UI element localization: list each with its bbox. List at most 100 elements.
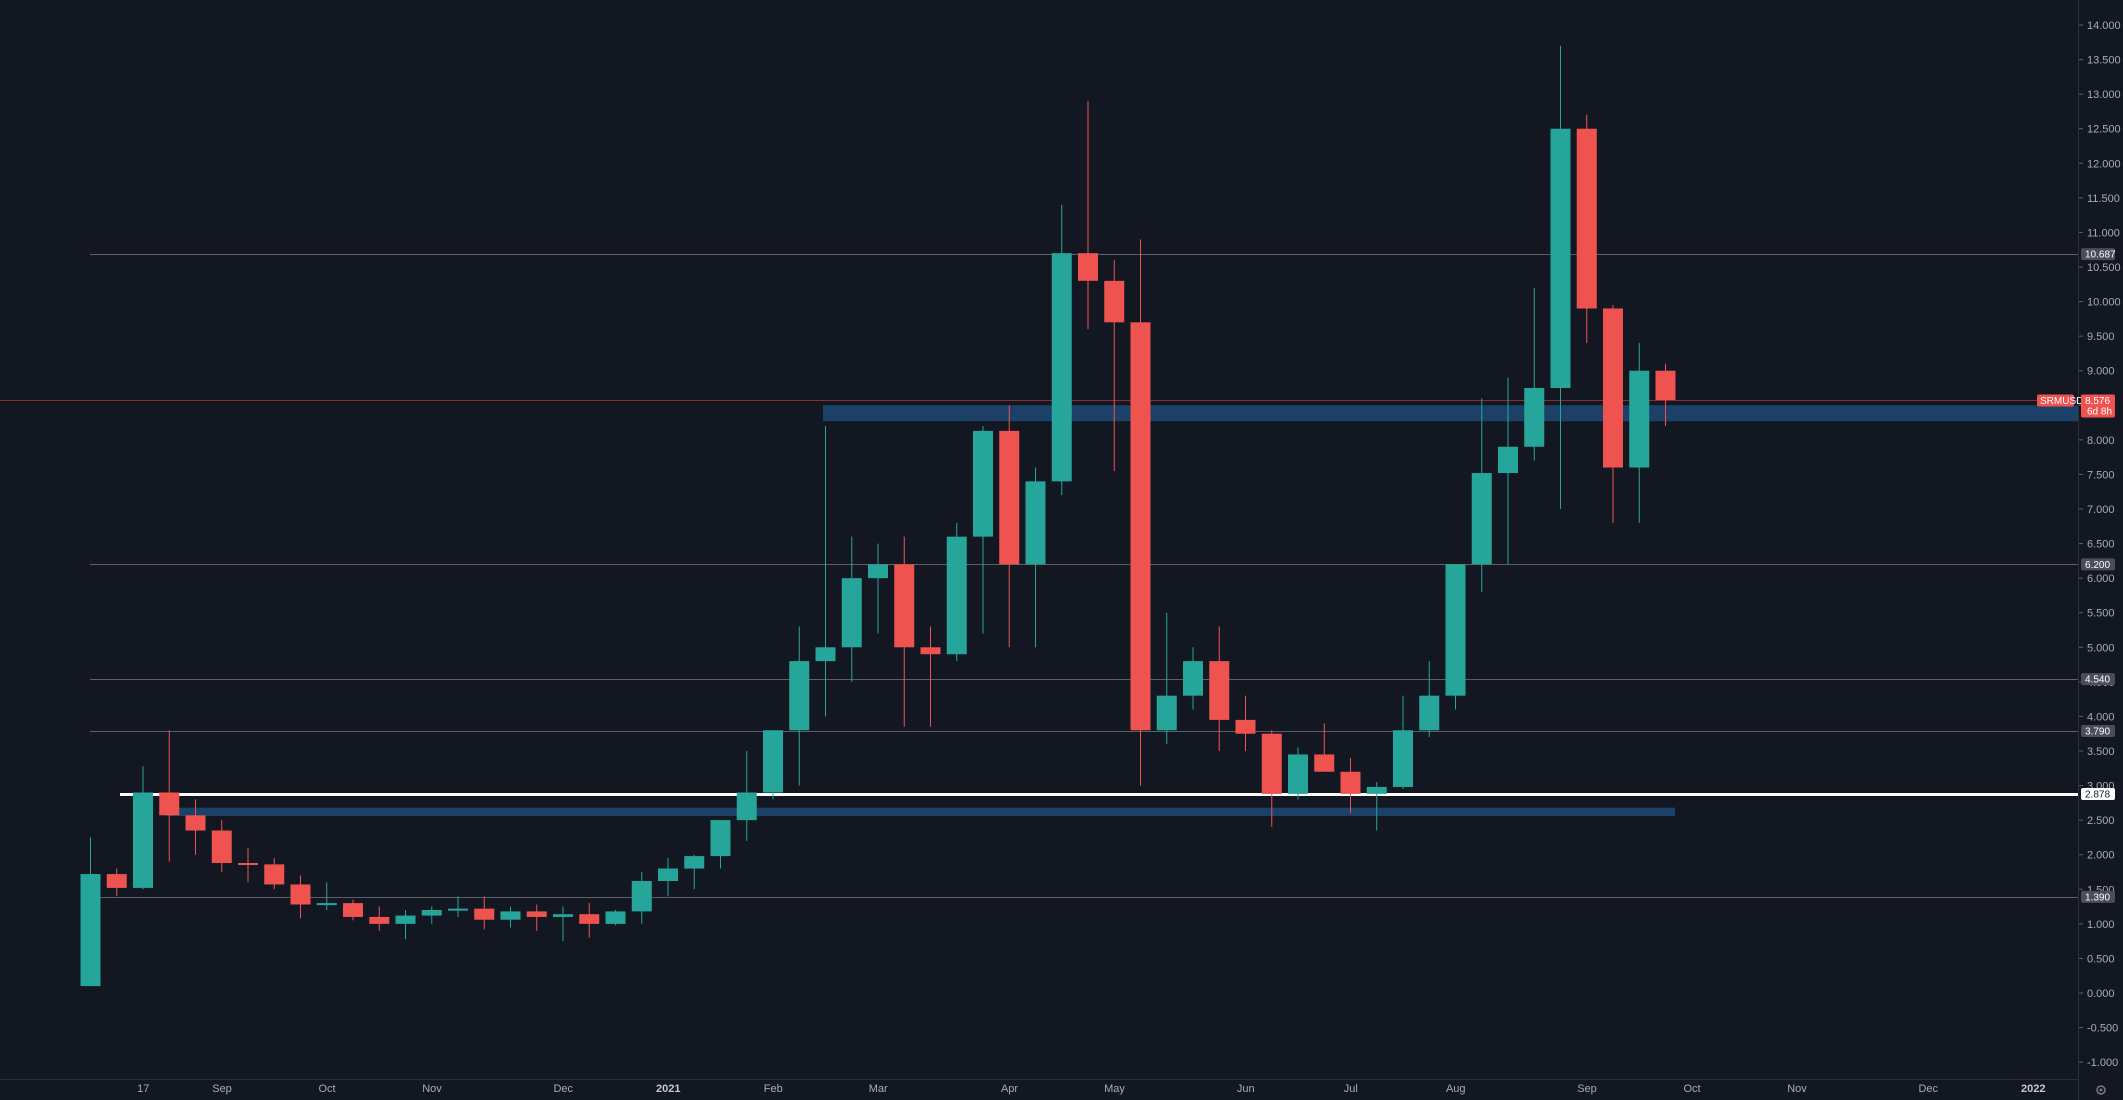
price-tick-label: 6.500 [2087,539,2115,551]
candles-layer[interactable] [80,45,1676,987]
candle-body [369,916,390,924]
candle-body [789,661,810,731]
candle-body [920,647,941,655]
candle-40[interactable] [1130,239,1151,786]
candle-12[interactable] [395,910,416,940]
candle-6[interactable] [238,847,258,883]
candle-body [106,874,127,888]
candle-23[interactable] [684,854,705,890]
candle-36[interactable] [1025,467,1046,648]
candle-19[interactable] [579,903,600,938]
candle-52[interactable] [1445,564,1466,710]
level-tag-0: 10.687 [2081,248,2116,261]
gear-icon[interactable] [2096,1085,2106,1095]
candle-31[interactable] [894,536,915,727]
candle-14[interactable] [448,896,468,917]
candle-51[interactable] [1419,661,1440,738]
candle-33[interactable] [946,522,967,662]
zone-0[interactable] [823,405,2078,422]
level-tag-bg [2081,890,2115,903]
time-tick-label: 2022 [2021,1083,2045,1095]
price-tick-label: 7.500 [2087,469,2115,481]
price-tick-label: 2.000 [2087,850,2115,862]
candle-18[interactable] [553,906,573,942]
candle-34[interactable] [973,426,993,634]
price-tick-label: 12.000 [2087,158,2121,170]
candle-3[interactable] [159,730,180,862]
candle-46[interactable] [1288,747,1308,800]
candle-body [1655,370,1676,401]
candle-0[interactable] [80,837,101,987]
candle-body [973,430,993,537]
candle-30[interactable] [868,543,888,634]
candle-42[interactable] [1183,647,1203,710]
candle-21[interactable] [631,872,652,924]
symbol-tag-bg [2037,394,2074,407]
candle-body [1051,253,1072,482]
candle-48[interactable] [1340,757,1361,814]
candle-body [1366,786,1387,794]
candle-22[interactable] [658,858,678,897]
candle-20[interactable] [605,910,626,926]
candle-38[interactable] [1078,101,1098,330]
candle-43[interactable] [1209,626,1230,751]
candle-24[interactable] [710,820,731,869]
candle-29[interactable] [841,536,862,682]
candle-60[interactable] [1655,363,1676,427]
candle-54[interactable] [1498,377,1518,565]
candle-11[interactable] [369,906,390,931]
candle-55[interactable] [1524,287,1545,461]
time-tick-label: 17 [137,1083,149,1095]
candle-4[interactable] [185,799,206,855]
candle-44[interactable] [1235,695,1256,751]
candle-body [290,884,311,905]
candle-49[interactable] [1366,782,1387,831]
candle-5[interactable] [211,820,232,872]
candle-26[interactable] [763,730,783,800]
candle-body [1550,128,1571,388]
candle-56[interactable] [1550,45,1571,509]
time-tick-label: Dec [1918,1083,1938,1095]
candle-39[interactable] [1104,260,1125,471]
last-price-tag-bg [2081,394,2115,418]
candle-body [894,564,915,648]
time-tick-label: Oct [1683,1083,1700,1095]
price-tick-label: 2.500 [2087,815,2115,827]
candle-47[interactable] [1314,723,1335,772]
candle-27[interactable] [789,626,810,786]
price-tick-label: 7.000 [2087,504,2115,516]
candle-59[interactable] [1629,343,1650,523]
candle-8[interactable] [290,875,311,919]
candle-7[interactable] [264,858,285,890]
time-axis[interactable]: 17 Sep Oct Nov Dec 2021 Feb Mar Apr May Jun Jul Aug S… [137,1083,2045,1095]
candle-body [1104,280,1125,323]
candle-15[interactable] [474,896,495,930]
candle-1[interactable] [106,868,127,897]
candle-body [841,578,862,648]
candle-17[interactable] [526,904,547,931]
candle-2[interactable] [133,766,153,890]
candle-57[interactable] [1576,114,1597,344]
level-tag-label: 1.390 [2085,892,2110,903]
candle-45[interactable] [1261,730,1282,828]
candle-10[interactable] [343,899,363,921]
price-tick-label: 11.500 [2087,193,2120,205]
candle-28[interactable] [815,426,836,717]
candle-16[interactable] [500,906,521,928]
candle-13[interactable] [421,906,442,924]
candle-37[interactable] [1051,204,1072,496]
symbol-tag: SRMUSD [2037,394,2083,407]
candle-50[interactable] [1393,695,1413,790]
candle-53[interactable] [1471,398,1492,592]
candle-32[interactable] [920,626,941,727]
candle-25[interactable] [736,751,757,841]
time-tick-label: Oct [318,1083,335,1095]
candle-body [1025,481,1046,565]
candle-35[interactable] [999,405,1020,648]
zone-1[interactable] [166,807,1675,816]
candle-9[interactable] [316,882,337,911]
candle-body [238,863,258,866]
candle-58[interactable] [1603,305,1623,523]
candle-41[interactable] [1156,612,1177,745]
